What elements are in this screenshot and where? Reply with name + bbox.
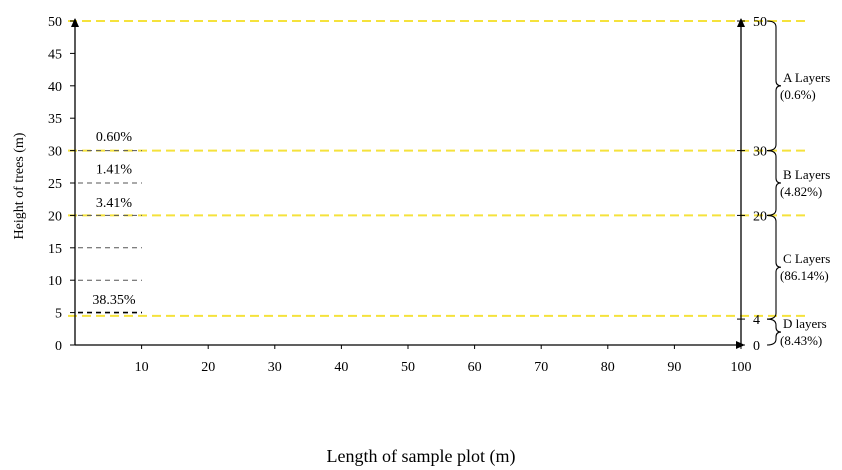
- x-axis-ticks: 10 20 30 40 50 60 70 80 90 100: [135, 345, 752, 375]
- y-tick-label: 25: [48, 177, 62, 192]
- layer-name: D layers: [783, 316, 827, 331]
- y-tick-label: 0: [55, 339, 62, 354]
- right-axis-ticks: 0 4 20 30 50: [737, 15, 767, 354]
- y-tick-label: 5: [55, 307, 62, 322]
- x-tick-label: 20: [201, 360, 215, 375]
- short-dashes: [78, 150, 142, 314]
- y-tick-label: 50: [48, 15, 62, 30]
- right-tick-label: 50: [753, 15, 767, 30]
- layer-brace: [766, 150, 782, 216]
- x-tick-label: 10: [135, 360, 149, 375]
- right-axis-arrow: [737, 18, 745, 27]
- layer-share: (0.6%): [780, 87, 816, 102]
- y-tick-label: 40: [48, 80, 62, 95]
- layer-share: (86.14%): [780, 268, 829, 283]
- x-tick-label: 100: [731, 360, 752, 375]
- right-tick-label: 30: [753, 145, 767, 160]
- y-axis-ticks: 0 5 10 15 20 25 30 35 40 45 50: [48, 15, 75, 354]
- percent-label: 38.35%: [92, 293, 136, 308]
- layer-brace: [766, 214, 782, 320]
- right-tick-label: 0: [753, 339, 760, 354]
- layer-annotations: A Layers (0.6%) B Layers (4.82%) C Layers (86…: [766, 20, 830, 348]
- layer-brace: [766, 318, 782, 346]
- x-axis-title: Length of sample plot (m): [326, 446, 516, 466]
- y-tick-label: 35: [48, 112, 62, 127]
- layer-name: C Layers: [783, 251, 830, 266]
- y-tick-label: 30: [48, 145, 62, 160]
- x-tick-label: 90: [667, 360, 681, 375]
- x-tick-label: 30: [268, 360, 282, 375]
- layer-name: B Layers: [783, 167, 830, 182]
- y-tick-label: 10: [48, 274, 62, 289]
- y-tick-label: 20: [48, 209, 62, 224]
- y-tick-label: 45: [48, 47, 62, 62]
- right-tick-label: 20: [753, 209, 767, 224]
- left-axis-arrow: [71, 18, 79, 27]
- percent-labels: 0.60% 1.41% 3.41% 38.35%: [92, 130, 136, 308]
- x-tick-label: 70: [534, 360, 548, 375]
- percent-label: 1.41%: [96, 162, 133, 177]
- right-tick-label: 4: [753, 313, 760, 328]
- x-tick-label: 60: [468, 360, 482, 375]
- x-tick-label: 50: [401, 360, 415, 375]
- layer-brace: [766, 20, 782, 152]
- x-tick-label: 40: [334, 360, 348, 375]
- layer-share: (8.43%): [780, 333, 822, 348]
- percent-label: 3.41%: [96, 196, 133, 211]
- layer-name: A Layers: [783, 70, 830, 85]
- x-tick-label: 80: [601, 360, 615, 375]
- axes: [71, 18, 745, 349]
- boundary-lines: [68, 20, 808, 317]
- percent-label: 0.60%: [96, 130, 133, 145]
- layer-share: (4.82%): [780, 184, 822, 199]
- y-tick-label: 15: [48, 242, 62, 257]
- y-axis-title: Height of trees (m): [12, 132, 27, 239]
